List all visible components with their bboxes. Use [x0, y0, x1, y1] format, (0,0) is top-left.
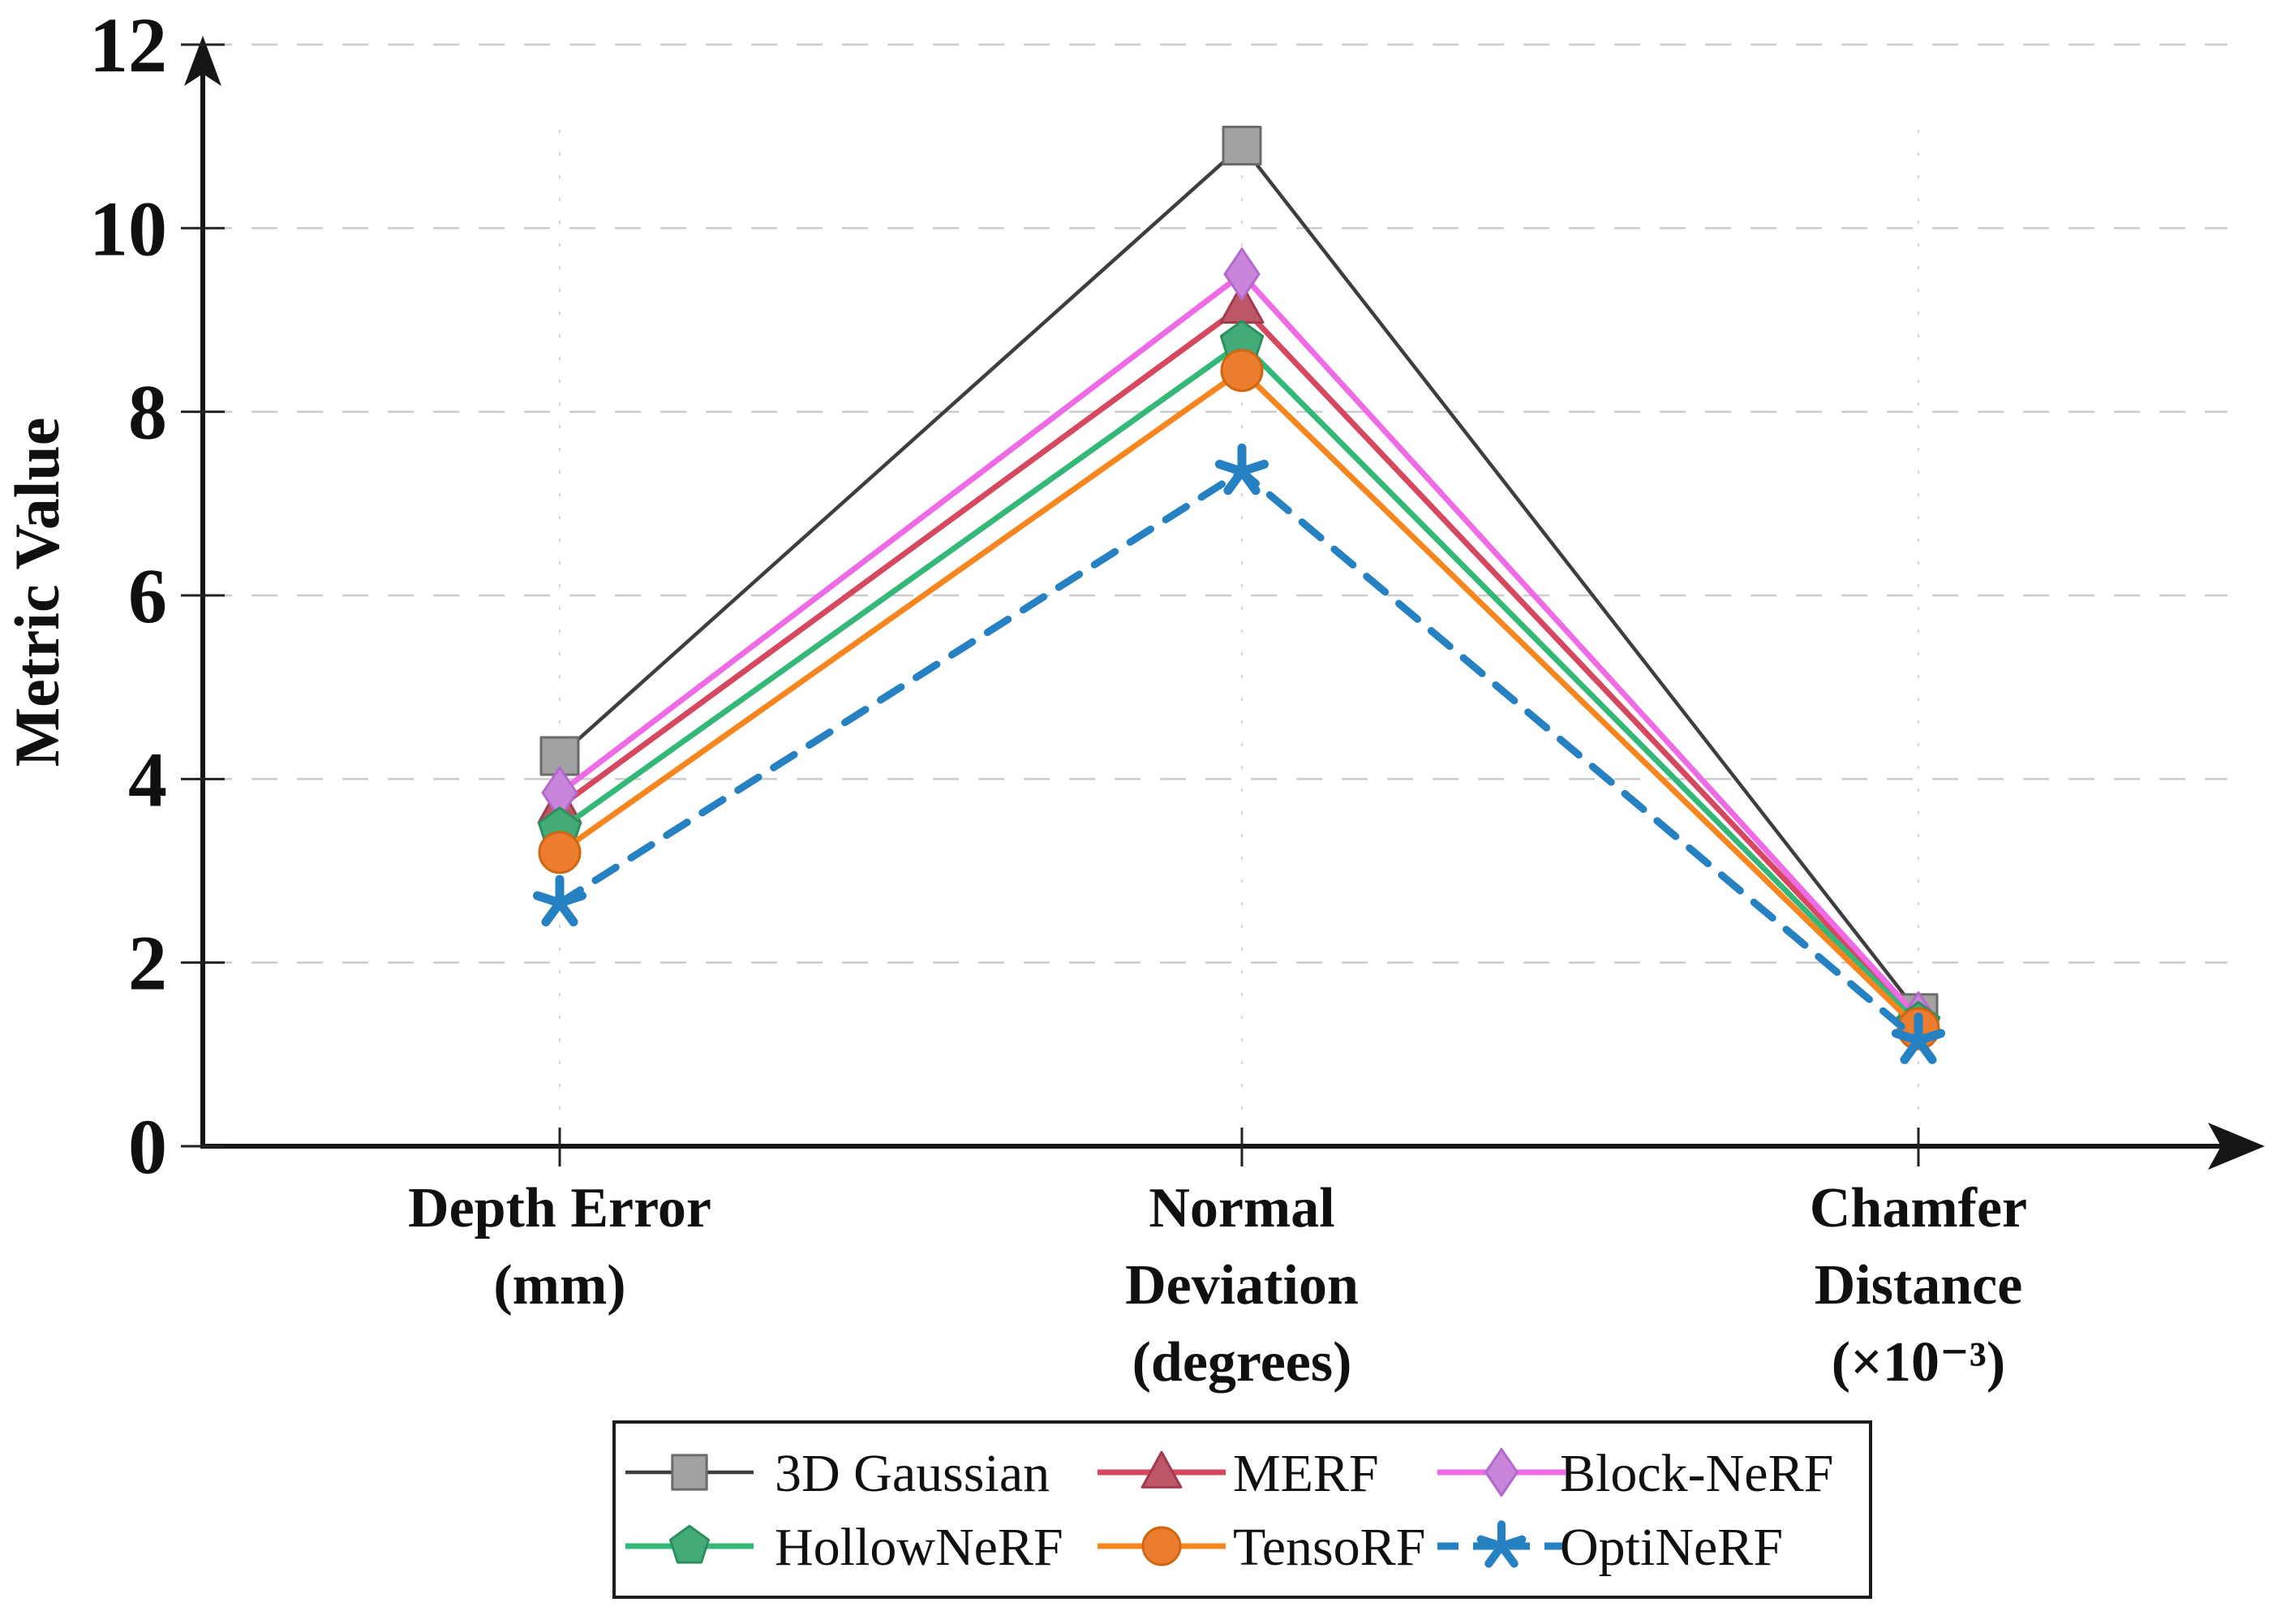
y-tick-label-12: 12 — [89, 2, 167, 88]
y-axis-arrow — [184, 36, 221, 86]
legend-item-merf: MERF — [1098, 1444, 1379, 1503]
gridlines — [206, 43, 2227, 1142]
x-tick-label-normal-deviation: Normal Deviation (degrees) — [1125, 1177, 1359, 1394]
legend: 3D Gaussian MERF Block-NeRF HollowNeRF Tenso… — [612, 1420, 1872, 1599]
legend-item-3d-gaussian: 3D Gaussian — [625, 1444, 1050, 1503]
legend-item-label: MERF — [1233, 1444, 1379, 1503]
marker-square — [671, 1454, 708, 1491]
y-axis-title: Metric Value — [2, 417, 72, 767]
y-tick-label-2: 2 — [128, 920, 167, 1007]
legend-item-hollownerf: HollowNeRF — [625, 1518, 1063, 1577]
marker-star — [1891, 1012, 1946, 1064]
y-tick-label-4: 4 — [128, 736, 167, 823]
y-tick-label-8: 8 — [128, 369, 167, 456]
marker-star — [1476, 1520, 1527, 1568]
series-block-nerf — [541, 247, 1937, 1045]
x-tick-label-depth-error: Depth Error (mm) — [408, 1177, 711, 1317]
x-tick-label-line: Normal — [1149, 1177, 1334, 1239]
marker-star — [1214, 443, 1269, 496]
marker-triangle — [1140, 1450, 1183, 1489]
legend-item-label: HollowNeRF — [775, 1518, 1063, 1577]
star-ray — [555, 891, 587, 908]
x-tick-label-line: Distance — [1815, 1254, 2023, 1317]
legend-item-optinerf: OptiNeRF — [1437, 1518, 1783, 1577]
x-axis-arrow — [2208, 1123, 2265, 1170]
marker-pentagon — [668, 1524, 711, 1564]
marker-circle — [1220, 349, 1264, 393]
x-tick-label-line: Chamfer — [1810, 1177, 2027, 1239]
marker-diamond — [1484, 1447, 1519, 1497]
x-tick-label-line: Depth Error — [408, 1177, 711, 1239]
axes: 0 2 4 6 8 10 12 — [89, 2, 2265, 1190]
x-tick-label-line: (×10⁻³) — [1832, 1331, 2005, 1394]
y-tick-label-0: 0 — [128, 1103, 167, 1190]
x-tick-label-chamfer-distance: Chamfer Distance (×10⁻³) — [1810, 1177, 2027, 1394]
marker-star — [532, 874, 587, 927]
legend-item-label: TensoRF — [1233, 1518, 1425, 1577]
series-optinerf — [532, 443, 1946, 1064]
x-tick-label-line: (degrees) — [1132, 1331, 1352, 1394]
star-ray — [1497, 1535, 1527, 1551]
x-tick-label-line: (mm) — [493, 1254, 625, 1317]
marker-circle — [1141, 1526, 1182, 1566]
x-tick-label-line: Deviation — [1125, 1254, 1359, 1317]
star-ray — [1914, 1029, 1946, 1046]
legend-item-label: OptiNeRF — [1560, 1518, 1783, 1577]
y-tick-label-10: 10 — [89, 185, 167, 272]
legend-item-block-nerf: Block-NeRF — [1437, 1444, 1833, 1503]
marker-circle — [538, 831, 582, 874]
marker-square — [1222, 125, 1262, 165]
y-tick-label-6: 6 — [128, 552, 167, 639]
legend-box — [612, 1420, 1872, 1599]
legend-item-label: 3D Gaussian — [775, 1444, 1050, 1503]
legend-item-tensorf: TensoRF — [1098, 1518, 1425, 1577]
star-ray — [1237, 459, 1269, 476]
legend-item-label: Block-NeRF — [1560, 1444, 1833, 1503]
marker-diamond — [1223, 247, 1261, 301]
